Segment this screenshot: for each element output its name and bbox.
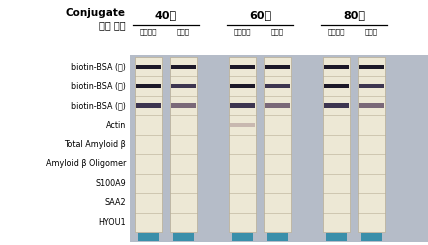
Text: 표준항원: 표준항원	[328, 28, 345, 35]
Bar	[136, 65, 161, 69]
Bar	[324, 65, 349, 69]
Bar	[138, 233, 159, 241]
Text: 식염수: 식염수	[177, 28, 190, 35]
Bar	[173, 233, 194, 241]
Bar	[130, 55, 428, 242]
Text: 식염수: 식염수	[365, 28, 378, 35]
Text: HYOU1: HYOU1	[98, 218, 126, 227]
Bar	[136, 84, 161, 88]
Text: biotin-BSA (고): biotin-BSA (고)	[71, 62, 126, 71]
Bar	[229, 57, 256, 232]
Bar	[265, 65, 290, 69]
Bar	[230, 103, 255, 108]
Text: 식염수: 식염수	[271, 28, 284, 35]
Bar	[232, 233, 253, 241]
Bar	[326, 233, 347, 241]
Text: 60분: 60분	[249, 10, 271, 20]
Bar	[171, 65, 196, 69]
Text: Conjugate: Conjugate	[66, 8, 126, 18]
Bar	[136, 103, 161, 108]
Text: 80분: 80분	[343, 10, 365, 20]
Bar	[171, 103, 196, 108]
Bar	[230, 123, 255, 127]
Text: Actin: Actin	[106, 121, 126, 130]
Bar	[359, 65, 384, 69]
Bar	[358, 57, 385, 232]
Text: biotin-BSA (중): biotin-BSA (중)	[71, 82, 126, 91]
Bar	[267, 233, 288, 241]
Bar	[324, 84, 349, 88]
Bar	[323, 57, 350, 232]
Bar	[230, 84, 255, 88]
Text: Amyloid β Oligomer: Amyloid β Oligomer	[46, 159, 126, 169]
Bar	[265, 84, 290, 88]
Bar	[359, 84, 384, 88]
Text: 40분: 40분	[155, 10, 177, 20]
Text: Total Amyloid β: Total Amyloid β	[64, 140, 126, 149]
Bar	[135, 57, 162, 232]
Bar	[230, 65, 255, 69]
Bar	[171, 84, 196, 88]
Bar	[324, 103, 349, 108]
Text: SAA2: SAA2	[104, 198, 126, 207]
Text: 표준항원: 표준항원	[234, 28, 251, 35]
Text: S100A9: S100A9	[95, 179, 126, 188]
Text: 표준항원: 표준항원	[140, 28, 157, 35]
Text: biotin-BSA (저): biotin-BSA (저)	[71, 101, 126, 110]
Bar	[264, 57, 291, 232]
Bar	[359, 103, 384, 108]
Text: 쳃리 시간: 쳃리 시간	[99, 20, 126, 30]
Bar	[170, 57, 197, 232]
Bar	[361, 233, 382, 241]
Bar	[265, 103, 290, 108]
